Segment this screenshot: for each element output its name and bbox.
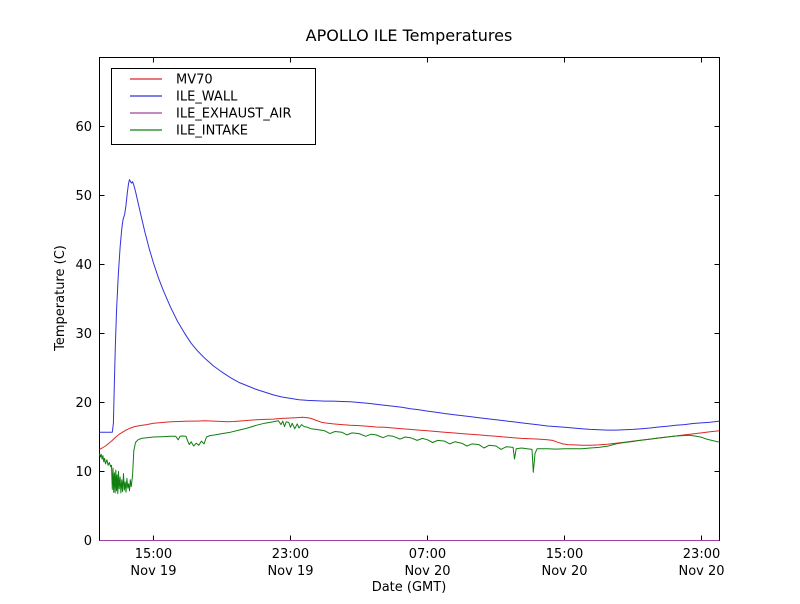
x-tick-date-label: Nov 20 (541, 564, 587, 579)
y-tick-label: 40 (75, 258, 92, 273)
x-tick-date-label: Nov 19 (130, 564, 176, 579)
series-line-ile_intake (99, 420, 720, 495)
x-axis-label: Date (GMT) (372, 580, 447, 595)
y-tick-label: 0 (84, 534, 92, 549)
x-tick-time-label: 23:00 (683, 547, 720, 562)
series-line-mv70 (99, 416, 720, 450)
tick-labels: 15:00 Nov 19 23:00 Nov 19 07:00 Nov 20 15:00 No… (75, 120, 724, 579)
y-tick-label: 60 (75, 120, 92, 135)
series-line-ile_wall (99, 179, 720, 433)
y-axis-label: Temperature (C) (53, 245, 68, 352)
x-tick-date-label: Nov 20 (678, 564, 724, 579)
x-tick-date-label: Nov 19 (267, 564, 313, 579)
plot-area: 15:00 Nov 19 23:00 Nov 19 07:00 Nov 20 15:00 No… (75, 57, 725, 579)
x-tick-time-label: 15:00 (546, 547, 583, 562)
x-tick-time-label: 07:00 (409, 547, 446, 562)
x-tick-date-label: Nov 20 (404, 564, 450, 579)
legend-label-ile_exhaust_air: ILE_EXHAUST_AIR (176, 107, 292, 122)
x-tick-time-label: 23:00 (272, 547, 309, 562)
y-tick-label: 10 (75, 465, 92, 480)
y-tick-label: 50 (75, 189, 92, 204)
legend-label-ile_wall: ILE_WALL (176, 90, 238, 105)
legend-box (111, 68, 316, 145)
chart-title: APOLLO ILE Temperatures (306, 26, 513, 45)
legend: MV70 ILE_WALL ILE_EXHAUST_AIR ILE_INTAKE (111, 68, 316, 145)
x-tick-time-label: 15:00 (135, 547, 172, 562)
legend-label-ile_intake: ILE_INTAKE (176, 124, 248, 139)
y-tick-label: 30 (75, 327, 92, 342)
legend-label-mv70: MV70 (176, 73, 213, 88)
y-tick-label: 20 (75, 396, 92, 411)
